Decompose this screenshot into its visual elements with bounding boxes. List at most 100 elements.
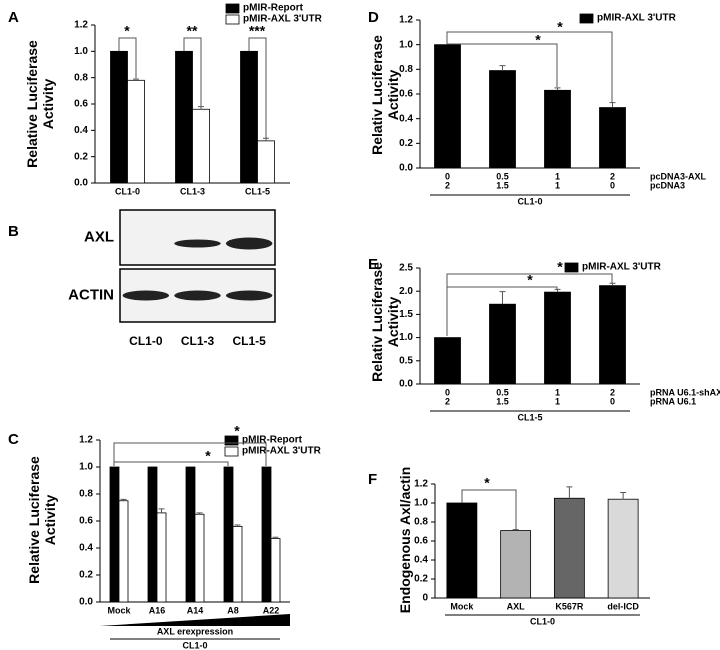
significance-label: * (205, 448, 211, 464)
error-bar (620, 492, 627, 500)
legend-label: pMIR-Report (243, 3, 304, 14)
blot-lane-label: CL1-0 (129, 334, 163, 348)
significance-label: * (234, 423, 240, 439)
x-row-label: 1 (555, 171, 560, 181)
y-tick-label: 1.0 (414, 498, 428, 509)
y-tick-label: 0.4 (79, 543, 93, 554)
blot-band (174, 290, 221, 301)
bar (270, 538, 281, 603)
x-note: CL1-5 (517, 412, 542, 422)
y-axis-label: Relative Luciferase Activity (26, 456, 58, 584)
legend-label: pMIR-AXL 3'UTR (582, 262, 662, 273)
x-row-label: 2 (610, 171, 615, 181)
x-row-label: 1 (555, 396, 560, 406)
legend-swatch (224, 446, 239, 457)
significance-bracket (461, 489, 517, 530)
bar (109, 466, 120, 603)
x-tick-label: CL1-5 (245, 186, 270, 196)
legend-swatch (579, 13, 594, 24)
y-tick-label: 0.6 (399, 89, 413, 100)
bar (118, 500, 129, 603)
x-row-label: 0 (610, 180, 615, 190)
significance-bracket (183, 37, 202, 106)
blot-band (225, 237, 273, 250)
y-tick-label: 0.0 (399, 163, 413, 174)
legend-swatch (225, 3, 240, 14)
bar (434, 337, 461, 385)
y-axis-label: Relativ Luciferase Activity (369, 262, 401, 382)
y-tick-label: 0.2 (399, 138, 413, 149)
y-tick-label: 1.5 (399, 309, 413, 320)
panel-letter: B (8, 223, 19, 240)
y-tick-label: 0.6 (414, 536, 428, 547)
bar (544, 89, 571, 169)
blot-band (225, 290, 273, 301)
bar (240, 50, 258, 184)
x-tick-label: A16 (149, 605, 166, 615)
y-tick-label: 0.4 (399, 113, 413, 124)
bar (607, 498, 639, 599)
y-tick-label: 0.2 (79, 570, 93, 581)
significance-label: ** (187, 23, 198, 39)
y-tick-label: 1.2 (414, 479, 428, 490)
significance-label: * (484, 475, 490, 491)
x-tick-label: AXL (507, 601, 526, 611)
error-bar (609, 282, 616, 286)
x-tick-label: A14 (187, 605, 204, 615)
blot-row-label: AXL (84, 228, 114, 245)
bar (489, 70, 516, 169)
blot-frame (119, 209, 276, 266)
legend-label: pMIR-AXL 3'UTR (597, 13, 677, 24)
x-note: CL1-0 (530, 616, 555, 626)
bar (500, 530, 532, 599)
significance-bracket (113, 442, 267, 466)
significance-label: * (535, 32, 541, 48)
x-row-label: 1 (555, 180, 560, 190)
legend-swatch (224, 435, 239, 446)
y-tick-label: 0.8 (414, 517, 428, 528)
error-bar (554, 87, 561, 91)
y-tick-label: 1.2 (399, 15, 413, 26)
y-tick-label: 0.0 (79, 597, 93, 608)
x-tick-label: CL1-3 (180, 186, 205, 196)
legend-label: pMIR-AXL 3'UTR (242, 446, 322, 457)
error-bar (272, 536, 279, 539)
error-bar (499, 291, 506, 305)
blot-band (174, 239, 221, 248)
y-tick-label: 0.4 (74, 125, 88, 136)
panel-letter: F (368, 471, 377, 488)
error-bar (499, 65, 506, 71)
bar (175, 50, 193, 184)
x-row-name: pRNA U6.1 (650, 396, 696, 406)
x-tick-label: Mock (107, 605, 131, 615)
x-row-label: 0 (610, 396, 615, 406)
x-row-label: 0.5 (496, 171, 509, 181)
error-bar (196, 512, 203, 515)
bar (127, 79, 145, 184)
significance-bracket (118, 37, 137, 78)
y-tick-label: 0.6 (74, 99, 88, 110)
error-bar (198, 106, 204, 110)
y-tick-label: 0.0 (74, 178, 88, 189)
y-tick-label: 1.0 (79, 462, 93, 473)
x-tick-label: A22 (263, 605, 280, 615)
x-tick-label: K567R (555, 601, 584, 611)
x-row-label: 2 (610, 387, 615, 397)
bar (185, 466, 196, 603)
x-note: CL1-0 (517, 196, 542, 206)
bar (156, 512, 167, 603)
x-tick-label: A8 (227, 605, 239, 615)
panel-letter: C (8, 431, 19, 448)
x-tick-label: del-ICD (607, 601, 639, 611)
bar (147, 466, 158, 603)
y-axis-label: Relative Luciferase Activity (24, 40, 56, 168)
x-row-label: 1 (555, 387, 560, 397)
y-tick-label: 2.0 (399, 286, 413, 297)
bar (553, 497, 585, 599)
y-tick-label: 0.4 (414, 555, 428, 566)
legend-swatch (564, 262, 579, 273)
y-axis-label: Relativ Luciferase Activity (369, 35, 401, 155)
bar (544, 291, 571, 385)
error-bar (120, 498, 127, 501)
